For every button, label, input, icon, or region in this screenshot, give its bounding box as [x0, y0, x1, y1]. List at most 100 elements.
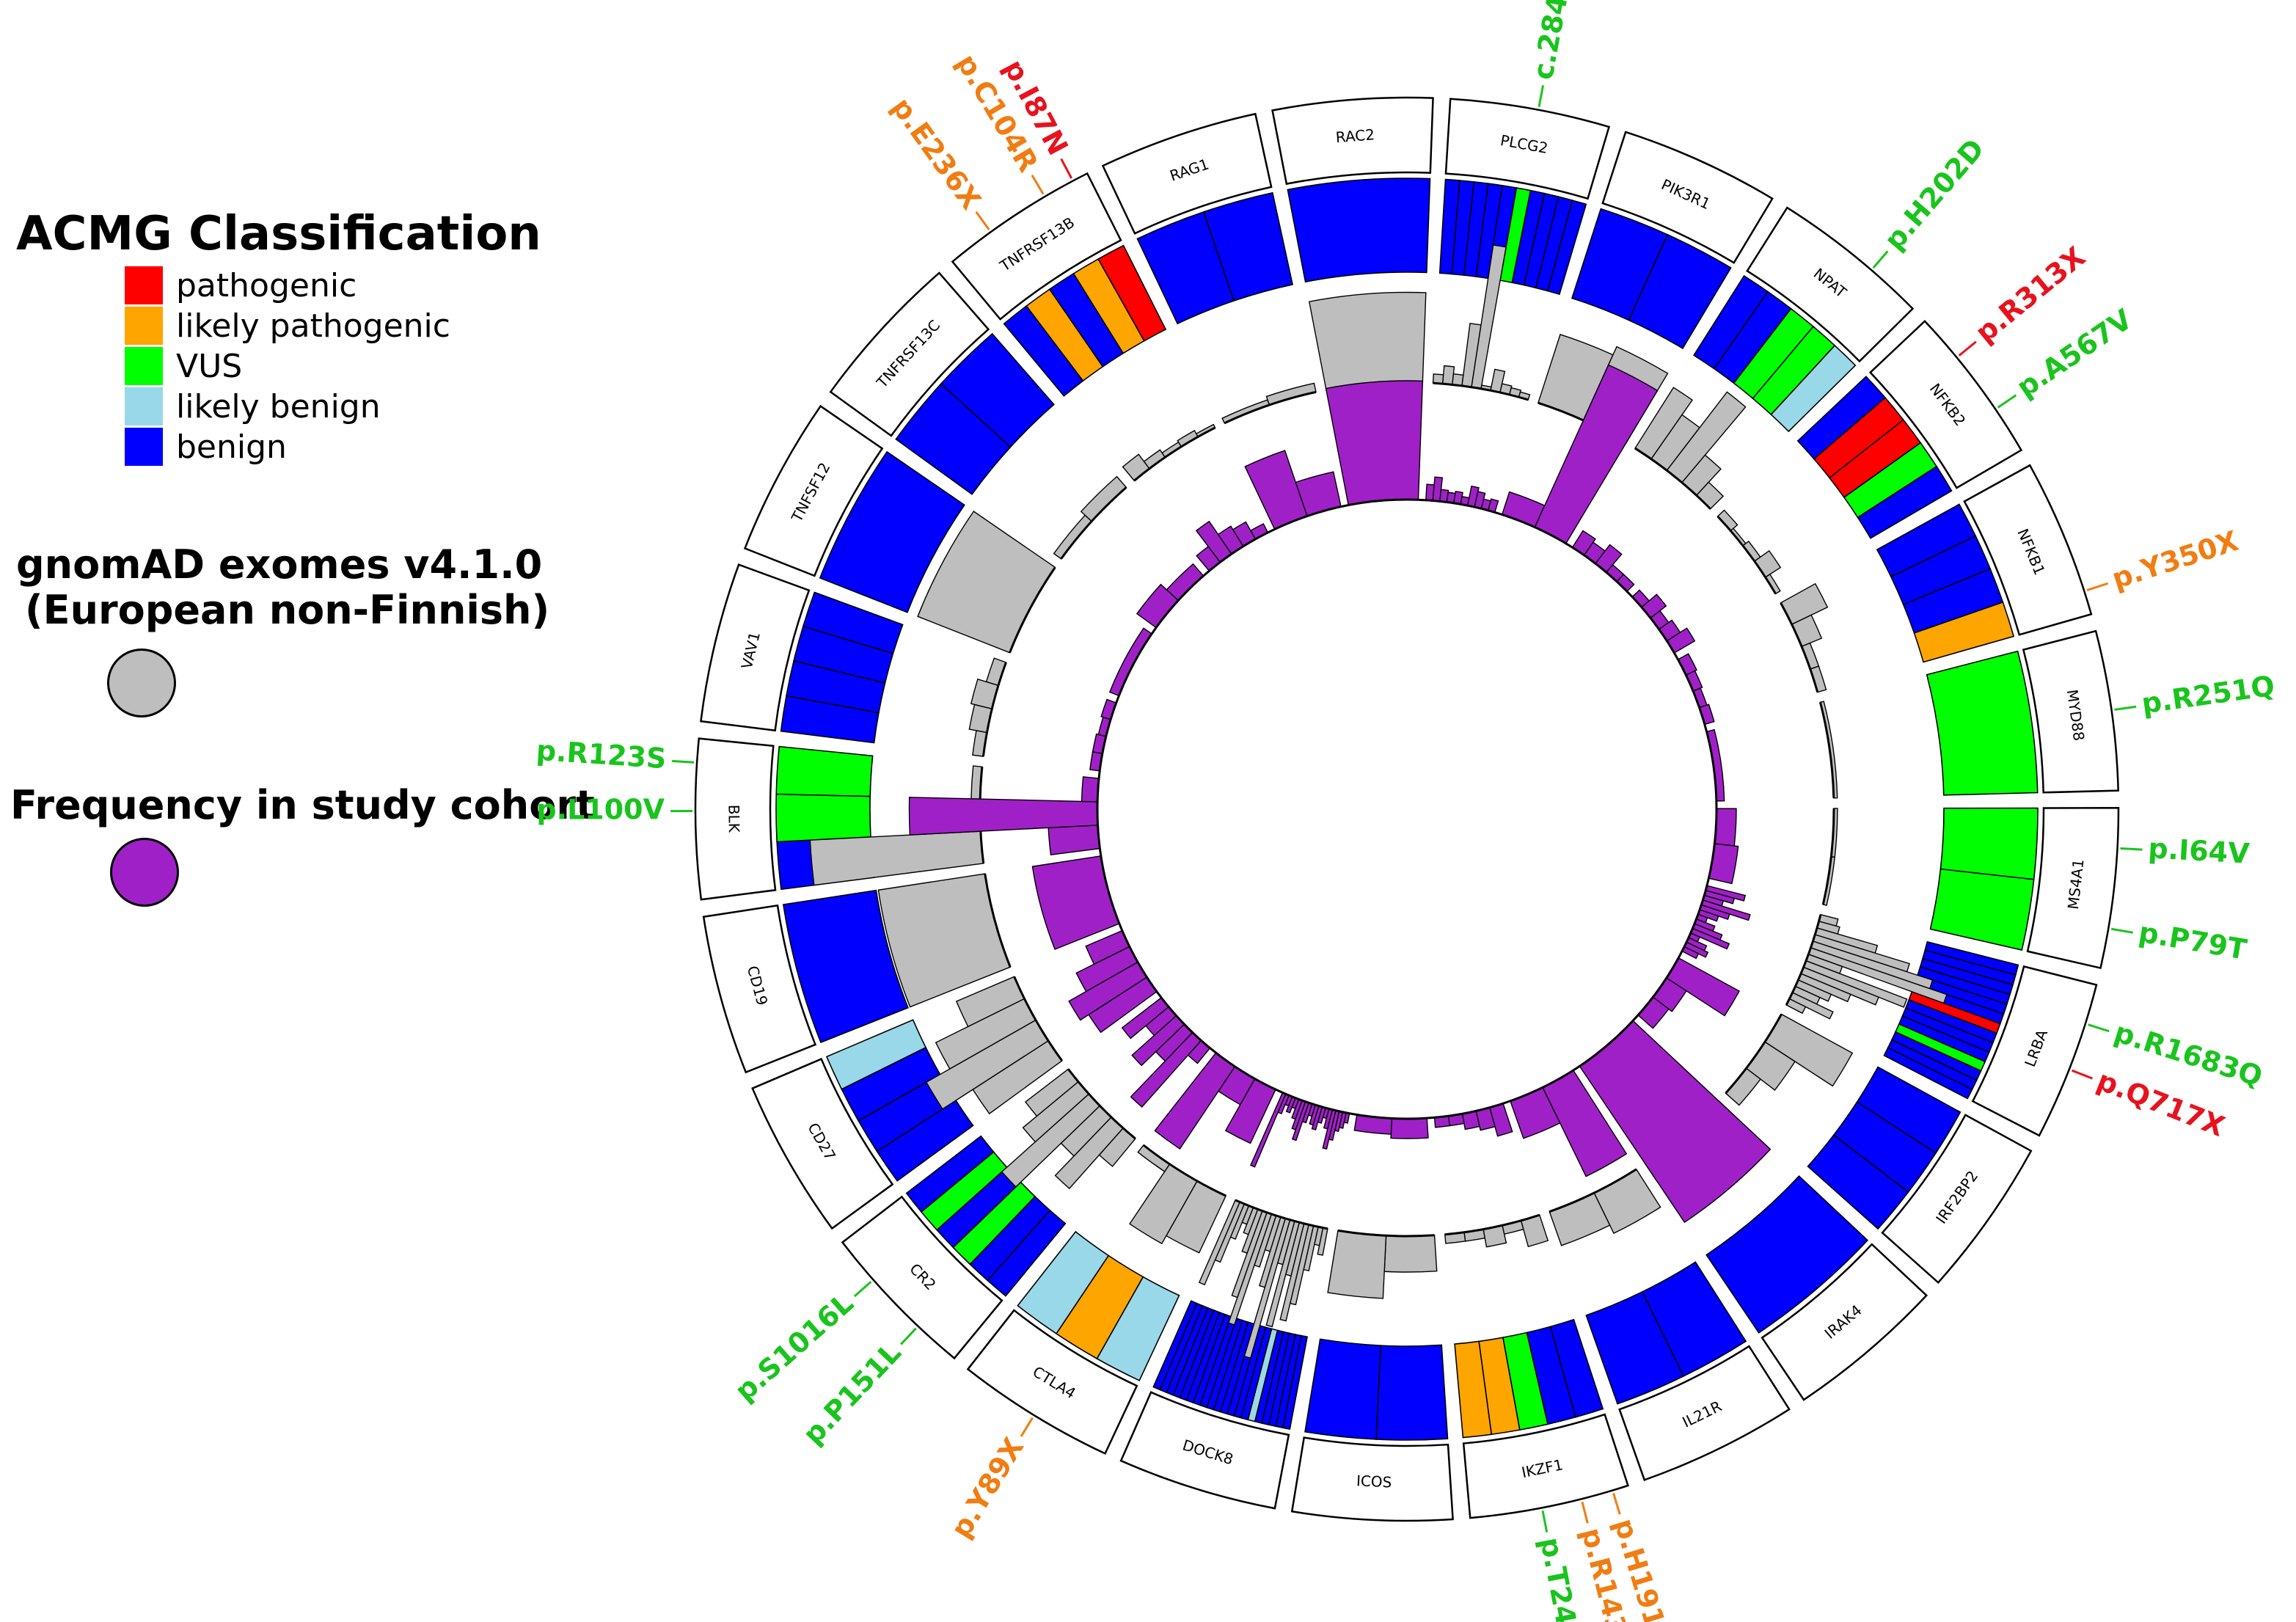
- gnomad-bar-dock8: [1214, 1201, 1246, 1263]
- annotation-label: p.Y350X: [2108, 525, 2242, 595]
- gnomad-bar-tnfrsf13c: [1080, 475, 1127, 522]
- gene-box-lrba: [1971, 965, 2098, 1137]
- annotation-label: p.Y89X: [945, 1432, 1031, 1544]
- gnomad-legend-swatch: [107, 649, 176, 717]
- annotation-label: p.I64V: [2147, 832, 2251, 870]
- annotation-label: p.P79T: [2136, 916, 2249, 965]
- legend-swatch: [125, 428, 163, 466]
- legend-swatch: [125, 307, 163, 345]
- gnomad-axis-lrba: [1785, 914, 1822, 1006]
- annotation-tick: [853, 1280, 872, 1298]
- gnomad-axis-pik3r1: [1538, 401, 1627, 444]
- gene-box-npat: [1746, 206, 1915, 363]
- gnomad-bar-nfkb2: [1730, 527, 1747, 547]
- gnomad-axis-npat: [1634, 447, 1711, 510]
- gnomad-axis-tnfrsf13b: [1133, 426, 1216, 482]
- gnomad-axis-rag1: [1224, 390, 1317, 425]
- gnomad-axis-tnfsf12: [1009, 566, 1056, 654]
- annotation-tick: [1872, 250, 1889, 269]
- variant-seg-cd27: [825, 1019, 927, 1090]
- legend-item-likely-benign: likely benign: [125, 387, 381, 426]
- gene-box-ctla4: [966, 1309, 1138, 1455]
- legend-label: VUS: [176, 347, 243, 385]
- annotation-tick: [975, 211, 990, 230]
- gene-box-ms4a1: [2026, 807, 2120, 970]
- gnomad-bar-icos: [1327, 1230, 1387, 1299]
- gnomad-axis-cd19: [984, 873, 1012, 968]
- gnomad-axis-ctla4: [1142, 1144, 1226, 1197]
- gene-box-tnfrsf13b: [951, 172, 1122, 321]
- gnomad-axis-myd88: [1819, 701, 1835, 798]
- variant-seg-rac2: [1287, 178, 1431, 283]
- annotation-tick: [1538, 85, 1545, 108]
- gene-box-irak4: [1761, 1243, 1928, 1401]
- legend-label: likely benign: [176, 387, 381, 425]
- variant-seg-blk: [775, 793, 871, 843]
- variant-seg-pik3r1: [1628, 233, 1732, 349]
- gene-box-tnfsf12: [743, 404, 884, 577]
- acmg-legend-title: ACMG Classification: [16, 207, 541, 261]
- legend-swatch: [125, 266, 163, 304]
- gnomad-axis-ms4a1: [1821, 808, 1835, 905]
- annotation-label: p.H202D: [1878, 133, 1991, 256]
- cohort-bar-rac2: [1325, 380, 1424, 506]
- gnomad-axis-nfkb1: [1780, 602, 1819, 693]
- variant-seg-dock8: [1152, 1300, 1198, 1391]
- gene-box-ikzf1: [1462, 1413, 1629, 1519]
- annotation-tick: [1612, 1492, 1621, 1515]
- annotation-tick: [1958, 340, 1977, 357]
- annotation-tick: [2114, 705, 2137, 711]
- gene-box-pik3r1: [1601, 131, 1774, 264]
- annotation-tick: [1541, 1510, 1549, 1533]
- variant-seg-icos: [1375, 1344, 1449, 1441]
- legend-item-pathogenic: pathogenic: [125, 266, 357, 305]
- cohort-bar-cd19: [1031, 855, 1120, 950]
- variant-seg-cr2: [905, 1135, 995, 1213]
- gnomad-bar-tnfrsf13b: [1122, 453, 1150, 482]
- annotation-label: p.E236X: [885, 92, 987, 216]
- legend-item-vus: VUS: [125, 346, 242, 386]
- variant-seg-ikzf1: [1454, 1340, 1493, 1439]
- gnomad-axis-icos: [1337, 1229, 1435, 1238]
- gnomad-bar-blk: [809, 830, 984, 886]
- gnomad-axis-dock8: [1235, 1199, 1328, 1230]
- variant-seg-il21r: [1585, 1290, 1685, 1405]
- gnomad-bar-nfkb1: [1801, 642, 1820, 670]
- gnomad-axis-nfkb2: [1716, 515, 1777, 595]
- gnomad-axis-cd27: [1013, 976, 1063, 1062]
- annotation-tick: [672, 759, 695, 764]
- cohort-bar-blk: [1048, 825, 1101, 855]
- gnomad-axis-il21r: [1549, 1168, 1637, 1213]
- annotation-tick: [1060, 158, 1073, 179]
- annotation-tick: [2110, 927, 2134, 934]
- gene-box-irf2bp2: [1881, 1114, 2033, 1285]
- variant-seg-nfkb1: [1913, 601, 2015, 663]
- annotation-tick: [1997, 394, 2017, 409]
- variant-seg-tnfsf12: [819, 450, 965, 613]
- variant-seg-tnfrsf13c: [940, 332, 1055, 448]
- gnomad-axis-ikzf1: [1444, 1213, 1540, 1236]
- legend-swatch: [125, 347, 163, 385]
- variant-seg-ms4a1: [1939, 807, 2039, 880]
- variant-seg-lrba: [1883, 1047, 1973, 1100]
- annotation-label: p.P151L: [797, 1336, 907, 1450]
- gene-box-tnfrsf13c: [829, 271, 990, 437]
- annotation-label: p.L100V: [536, 793, 665, 825]
- legend-swatch: [125, 387, 163, 425]
- cohort-axis-circle: [1096, 498, 1718, 1120]
- gnomad-axis-irf2bp2: [1725, 1013, 1783, 1095]
- legend-label: benign: [176, 428, 287, 466]
- gnomad-bar-icos: [1383, 1235, 1438, 1273]
- legend-item-likely-pathogenic: likely pathogenic: [125, 306, 450, 346]
- cohort-bar-icos: [1390, 1117, 1429, 1139]
- variant-seg-tnfrsf13b: [1097, 244, 1167, 342]
- cohort-bar-tnfsf12: [1108, 627, 1153, 697]
- annotation-label: p.R251Q: [2140, 669, 2277, 720]
- variant-seg-irf2bp2: [1807, 1134, 1909, 1230]
- gene-box-rac2: [1271, 96, 1434, 186]
- legend-item-benign: benign: [125, 427, 287, 467]
- gnomad-axis-vav1: [981, 662, 1007, 757]
- gene-box-blk: [694, 737, 777, 901]
- variant-seg-plcg2: [1546, 200, 1587, 296]
- cohort-legend-swatch: [110, 838, 179, 907]
